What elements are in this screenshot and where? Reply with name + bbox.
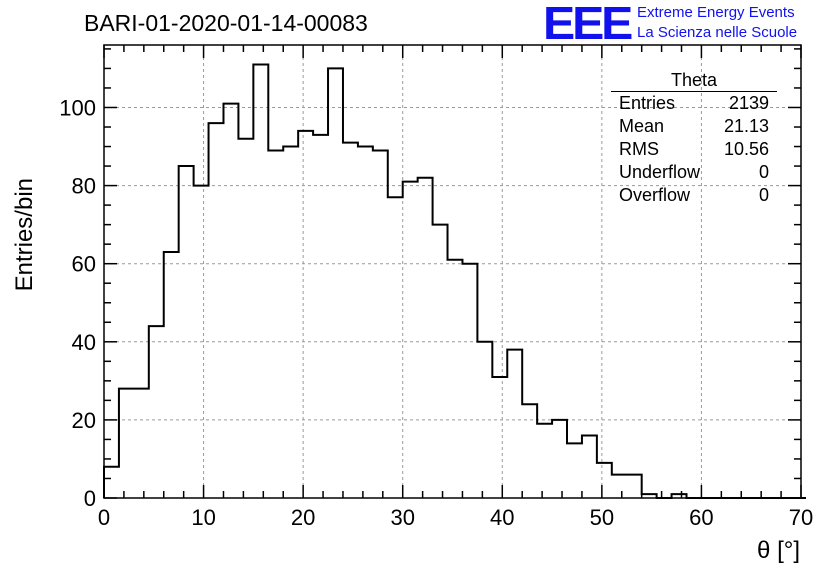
y-tick-label: 80 xyxy=(72,174,96,199)
stats-value: 21.13 xyxy=(723,116,769,136)
stats-label: Entries xyxy=(619,93,676,113)
stats-value: 0 xyxy=(758,162,769,182)
stats-box: Theta Entries 2139 Mean 21.13 RMS 10.56 Und… xyxy=(611,70,777,207)
x-tick-label: 20 xyxy=(291,505,315,530)
x-tick-label: 0 xyxy=(98,505,110,530)
logo-line-1: Extreme Energy Events xyxy=(637,4,795,21)
x-tick-label: 30 xyxy=(390,505,414,530)
y-tick-label: 100 xyxy=(59,95,96,120)
x-tick-label: 70 xyxy=(789,505,813,530)
grid xyxy=(104,45,801,498)
stats-label: Overflow xyxy=(619,185,691,205)
eee-logo: EEE xyxy=(543,0,633,49)
stats-row: RMS 10.56 xyxy=(611,138,777,161)
axis-ticks xyxy=(103,45,802,499)
stats-row: Underflow 0 xyxy=(611,161,777,184)
y-tick-label: 20 xyxy=(72,408,96,433)
logo-line-2: La Scienza nelle Scuole xyxy=(637,24,798,41)
y-tick-labels: 0 20 40 60 80 100 xyxy=(59,95,96,511)
x-tick-label: 50 xyxy=(590,505,614,530)
x-axis-label: θ [°] xyxy=(757,537,800,564)
stats-row: Mean 21.13 xyxy=(611,115,777,138)
chart-title: BARI-01-2020-01-14-00083 xyxy=(84,10,368,36)
stats-value: 2139 xyxy=(728,93,769,113)
stats-row: Overflow 0 xyxy=(611,184,777,207)
y-tick-label: 0 xyxy=(84,486,96,511)
stats-label: Mean xyxy=(619,116,665,136)
x-tick-labels: 0 10 20 30 40 50 60 70 xyxy=(98,505,813,530)
stats-row: Entries 2139 xyxy=(611,92,777,115)
stats-label: Underflow xyxy=(619,162,701,182)
histogram-line xyxy=(103,63,806,499)
stats-label: RMS xyxy=(619,139,659,159)
plot-frame xyxy=(103,44,802,499)
x-tick-label: 10 xyxy=(191,505,215,530)
stats-value: 10.56 xyxy=(723,139,769,159)
y-tick-label: 40 xyxy=(72,330,96,355)
stats-value: 0 xyxy=(758,185,769,205)
x-tick-label: 60 xyxy=(689,505,713,530)
x-tick-label: 40 xyxy=(490,505,514,530)
y-axis-label: Entries/bin xyxy=(11,178,38,291)
y-tick-label: 60 xyxy=(72,252,96,277)
stats-title: Theta xyxy=(611,70,777,92)
